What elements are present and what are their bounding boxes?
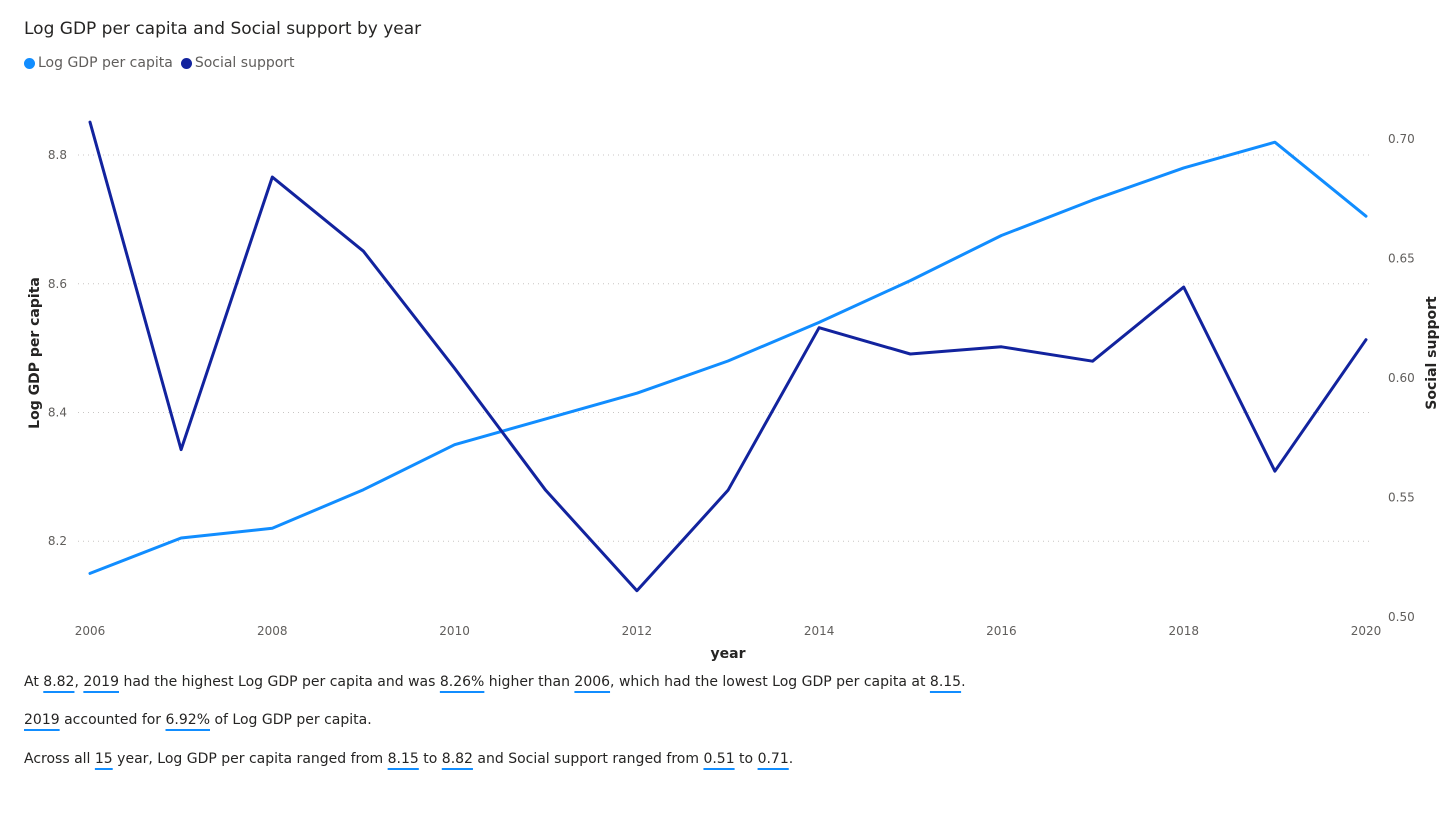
data-point[interactable] [451,441,459,449]
x-tick-label: 2020 [1351,624,1382,638]
left-tick-label: 8.2 [48,534,67,548]
narrative-text: . [961,674,966,690]
series-line-social-support[interactable] [88,120,1368,593]
narrative-line-3: Across all 15 year, Log GDP per capita r… [24,751,793,767]
data-point[interactable] [633,389,641,397]
narrative-text: , which had the lowest Log GDP per capit… [610,674,930,690]
narrative-text: Across all [24,751,95,767]
narrative-value[interactable]: 0.51 [703,751,735,767]
narrative-value[interactable]: 8.82 [43,674,75,690]
right-tick-label: 0.50 [1388,610,1415,624]
narrative-line-2: 2019 accounted for 6.92% of Log GDP per … [24,712,372,728]
left-tick-label: 8.4 [48,405,67,419]
narrative-text: of Log GDP per capita. [210,712,372,728]
series-line-log-gdp[interactable] [88,140,1368,575]
x-tick-label: 2018 [1168,624,1199,638]
narrative-text: to [418,751,442,767]
x-tick-label: 2010 [439,624,470,638]
narrative-value[interactable]: 8.15 [929,674,962,690]
narrative-text: year, Log GDP per capita ranged from [112,751,388,767]
narrative-value[interactable]: 6.92% [165,712,210,728]
narrative-value[interactable]: 2019 [83,674,119,690]
left-tick-label: 8.8 [48,148,67,162]
legend-label-social: Social support [194,55,295,71]
narrative-value[interactable]: 2006 [574,674,611,690]
data-point[interactable] [1271,138,1279,146]
narrative-text: , [74,674,84,690]
narrative-text: . [788,751,794,767]
legend-dot-social [180,57,192,69]
narrative-text: to [734,751,758,767]
data-point[interactable] [177,534,185,542]
x-axis-ticks: 2006 2008 2010 2012 2014 2016 2018 2020 [75,624,1382,638]
data-point[interactable] [359,247,367,255]
data-point[interactable] [997,343,1005,351]
narrative-text: had the highest Log GDP per capita and w… [119,674,440,690]
narrative-text: higher than [484,674,575,690]
data-point[interactable] [1362,336,1370,344]
data-point[interactable] [1180,164,1188,172]
narrative-value[interactable]: 15 [94,751,113,767]
data-point[interactable] [633,587,641,595]
data-point[interactable] [997,232,1005,240]
narrative-value[interactable]: 2019 [24,712,60,728]
data-point[interactable] [268,173,276,181]
data-point[interactable] [86,118,94,126]
right-tick-label: 0.60 [1388,371,1415,385]
right-tick-label: 0.70 [1388,132,1415,146]
narrative-value[interactable]: 8.26% [439,674,485,690]
right-tick-label: 0.65 [1388,251,1415,265]
left-tick-label: 8.6 [48,277,67,291]
legend: Log GDP per capita Social support [24,55,303,71]
data-point[interactable] [1271,467,1279,475]
left-axis-title: Log GDP per capita [27,277,43,429]
data-point[interactable] [359,486,367,494]
line-chart: 8.28.48.68.8 0.500.550.600.650.70 2006 20… [27,118,1440,662]
data-point[interactable] [1089,357,1097,365]
data-point[interactable] [1089,196,1097,204]
x-tick-label: 2008 [257,624,288,638]
data-point[interactable] [177,446,185,454]
data-point[interactable] [86,569,94,577]
x-tick-label: 2006 [75,624,106,638]
data-point[interactable] [906,277,914,285]
data-point[interactable] [268,524,276,532]
narrative-line-1: At 8.82, 2019 had the highest Log GDP pe… [24,674,966,690]
right-tick-label: 0.55 [1388,490,1415,504]
x-tick-label: 2014 [804,624,835,638]
data-point[interactable] [724,357,732,365]
data-point[interactable] [906,350,914,358]
data-point[interactable] [1362,212,1370,220]
data-point[interactable] [451,364,459,372]
data-point[interactable] [542,415,550,423]
x-tick-label: 2016 [986,624,1017,638]
data-point[interactable] [724,486,732,494]
narrative-text: accounted for [59,712,166,728]
narrative-value[interactable]: 0.71 [757,751,789,767]
x-tick-label: 2012 [622,624,653,638]
legend-item-gdp[interactable]: Log GDP per capita [24,55,173,71]
legend-dot-gdp [24,57,35,69]
right-axis-title: Social support [1424,296,1440,410]
narrative-text: At [24,674,44,690]
data-point[interactable] [815,324,823,332]
data-point[interactable] [1180,283,1188,291]
chart-title: Log GDP per capita and Social support by… [24,19,422,39]
gridlines [78,154,1372,542]
legend-item-social[interactable]: Social support [180,55,295,71]
narrative-text: and Social support ranged from [472,751,704,767]
left-axis-ticks: 8.2 8.4 8.6 8.8 [48,148,67,548]
x-axis-title: year [711,646,746,662]
right-axis-ticks: 0.50 0.55 0.60 0.65 0.70 [1388,132,1415,624]
narrative-value[interactable]: 8.82 [441,751,473,767]
data-point[interactable] [542,486,550,494]
series-lines [86,118,1370,595]
legend-label-gdp: Log GDP per capita [38,55,173,71]
narrative-value[interactable]: 8.15 [387,751,419,767]
